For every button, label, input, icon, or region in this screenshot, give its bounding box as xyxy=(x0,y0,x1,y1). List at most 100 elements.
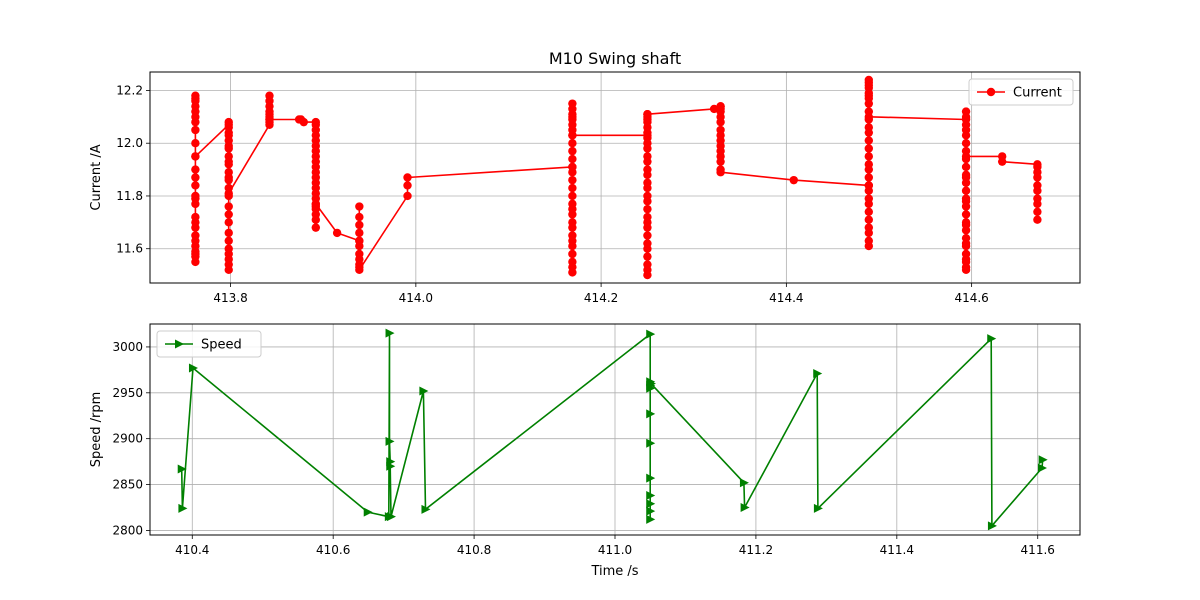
data-point xyxy=(385,328,395,338)
data-point xyxy=(643,152,652,161)
x-tick-label: 414.4 xyxy=(769,291,803,305)
data-point xyxy=(643,212,652,222)
data-point xyxy=(864,173,874,182)
data-point xyxy=(987,334,997,344)
data-point xyxy=(961,186,971,195)
data-point xyxy=(386,512,396,522)
data-point xyxy=(568,199,577,209)
data-point xyxy=(191,218,200,227)
data-point xyxy=(403,191,412,201)
data-point xyxy=(813,503,823,513)
data-point xyxy=(961,255,971,264)
y-tick-label: 2800 xyxy=(112,523,143,537)
data-point xyxy=(332,228,342,238)
data-point xyxy=(224,157,233,166)
data-point xyxy=(864,223,874,232)
x-tick-label: 410.6 xyxy=(316,543,350,557)
legend-marker xyxy=(175,339,184,349)
data-point xyxy=(178,503,188,513)
data-point xyxy=(997,157,1007,166)
x-tick-label: 411.0 xyxy=(598,543,632,557)
data-point xyxy=(709,104,719,114)
data-point xyxy=(363,507,373,517)
data-point xyxy=(864,215,874,224)
data-point xyxy=(864,152,874,161)
data-point xyxy=(191,125,200,135)
data-point xyxy=(643,231,652,240)
data-point xyxy=(643,239,652,248)
data-point xyxy=(191,139,200,148)
y-tick-label: 12.2 xyxy=(116,83,143,97)
data-point xyxy=(568,99,577,108)
data-point xyxy=(191,165,200,174)
data-point xyxy=(646,506,656,516)
data-point xyxy=(568,154,577,164)
data-point xyxy=(740,502,750,512)
data-point xyxy=(864,144,874,153)
data-point xyxy=(568,112,577,122)
data-point xyxy=(789,175,798,185)
data-point xyxy=(1038,455,1048,465)
legend-box xyxy=(968,78,1074,106)
legend-label: Current xyxy=(1013,86,1062,101)
data-point xyxy=(864,80,874,90)
data-point xyxy=(961,210,971,219)
data-point xyxy=(191,257,200,267)
current-plot: 413.8 414.0 414.2 414.4 414.6 11.6 11.8 12.0 12.… xyxy=(89,71,1081,305)
legend-marker xyxy=(986,87,996,97)
data-point xyxy=(1033,207,1042,216)
data-point xyxy=(191,181,200,190)
data-point xyxy=(355,220,364,230)
data-point xyxy=(646,379,656,389)
data-point xyxy=(403,173,412,182)
data-point xyxy=(1037,463,1047,473)
y-axis-label: Speed /rpm xyxy=(89,392,104,468)
y-tick-label: 11.8 xyxy=(116,189,143,203)
data-point xyxy=(646,473,656,483)
data-point xyxy=(191,173,200,182)
data-point xyxy=(385,436,395,446)
data-point xyxy=(568,162,577,172)
data-point xyxy=(646,329,656,339)
data-point xyxy=(191,152,200,161)
data-point xyxy=(813,369,823,379)
data-point xyxy=(355,202,364,211)
data-point xyxy=(961,220,971,230)
data-point xyxy=(191,199,200,209)
data-point xyxy=(224,236,233,245)
data-point xyxy=(568,257,577,267)
y-tick-label: 11.6 xyxy=(116,242,143,256)
y-tick-label: 2850 xyxy=(112,478,143,492)
data-point xyxy=(177,464,187,474)
data-point xyxy=(224,202,233,211)
data-point xyxy=(643,191,652,201)
data-point xyxy=(568,218,577,227)
data-point xyxy=(987,521,997,531)
data-point xyxy=(864,160,874,169)
chart-title: M10 Swing shaft xyxy=(549,49,681,68)
legend: Speed xyxy=(156,330,262,358)
data-point xyxy=(643,260,652,269)
data-point xyxy=(355,212,364,222)
y-tick-label: 12.0 xyxy=(116,136,143,150)
data-point xyxy=(568,231,577,240)
data-point xyxy=(961,265,971,275)
x-tick-label: 410.8 xyxy=(457,543,491,557)
data-point xyxy=(961,112,971,122)
data-point xyxy=(224,117,233,127)
data-point xyxy=(224,173,233,182)
data-point xyxy=(299,117,308,127)
axes-frame xyxy=(149,71,1081,284)
data-point xyxy=(716,117,725,127)
data-point xyxy=(864,194,874,203)
x-tick-label: 413.8 xyxy=(213,291,247,305)
data-point xyxy=(864,181,874,190)
data-point xyxy=(568,191,577,201)
data-point xyxy=(1033,199,1042,209)
data-point xyxy=(864,112,874,122)
data-point xyxy=(864,91,874,100)
data-point xyxy=(355,265,364,275)
data-point xyxy=(864,236,874,245)
data-point xyxy=(224,210,233,219)
